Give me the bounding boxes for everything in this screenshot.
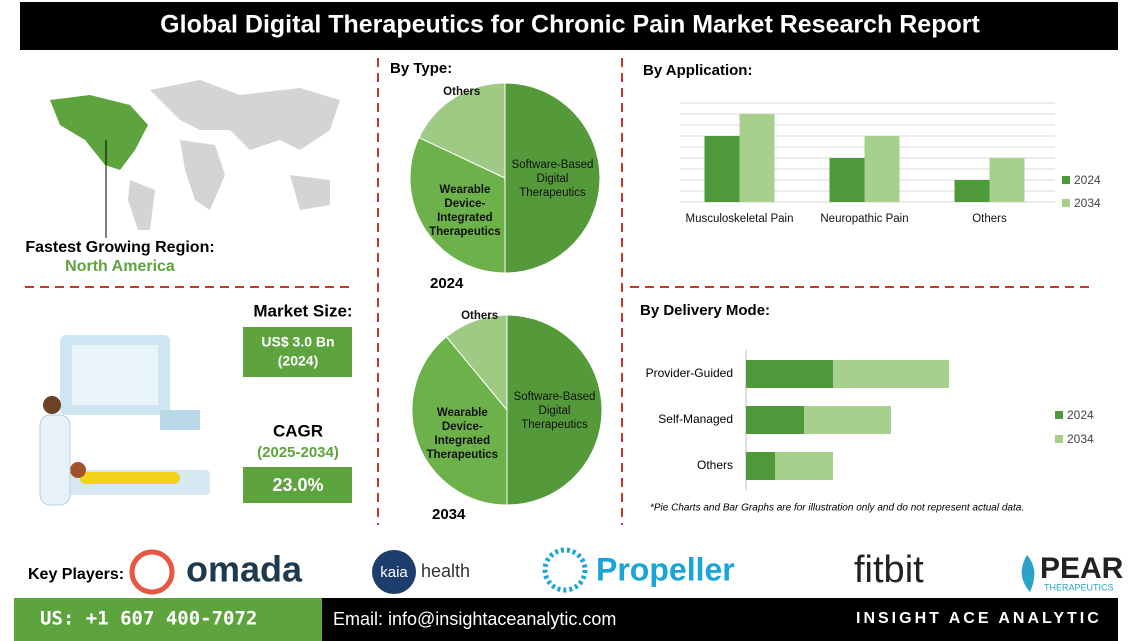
logo: Propeller <box>596 551 735 587</box>
logo-icon <box>129 549 175 595</box>
cagr-box <box>243 467 352 503</box>
illustration <box>39 335 210 506</box>
brand: INSIGHT ACE ANALYTIC <box>856 610 1102 627</box>
logo-icon <box>1021 555 1035 592</box>
heading: By Delivery Mode: <box>640 302 770 319</box>
legend-swatch <box>1062 176 1070 184</box>
bar <box>746 360 833 388</box>
legend-label: 2024 <box>1074 173 1101 187</box>
y-tick-label: Others <box>697 458 733 472</box>
legend-label: 2024 <box>1067 408 1094 422</box>
bar <box>704 136 740 202</box>
pie-label: Wearable Device-Integrated Therapeutics <box>426 407 499 462</box>
logo: THERAPEUTICS <box>1044 582 1114 592</box>
pie-slice <box>418 82 506 179</box>
market-size-year: (2024) <box>278 353 318 369</box>
key-players-label: Key Players: <box>28 566 124 583</box>
pie-label: Software-Based Digital Therapeutics <box>511 159 594 199</box>
pie-slice <box>409 136 506 274</box>
logo: kaia <box>380 564 408 581</box>
legend-swatch <box>1062 199 1070 207</box>
region-value: North America <box>65 258 175 275</box>
y-tick-label: Provider-Guided <box>646 366 733 380</box>
pie-label: Software-Based Digital Therapeutics <box>513 391 596 431</box>
market-size-label: Market Size: <box>253 301 352 320</box>
bar <box>746 406 804 434</box>
cagr-period: (2025-2034) <box>257 444 339 461</box>
separators <box>25 58 1095 525</box>
logo: PEAR <box>1040 552 1124 585</box>
cagr-value: 23.0% <box>272 475 323 495</box>
logo: omada <box>186 549 303 590</box>
pie-slice <box>506 314 603 506</box>
logo-icon <box>372 550 416 594</box>
bar <box>804 406 891 434</box>
legend-label: 2034 <box>1074 196 1101 210</box>
pie-label: Wearable Device-Integrated Therapeutics <box>429 184 501 239</box>
legend-swatch <box>1055 411 1063 419</box>
x-tick-label: Musculoskeletal Pain <box>685 213 794 225</box>
bar <box>739 114 775 202</box>
footer-phone-bar <box>14 598 322 641</box>
legend-swatch <box>1055 435 1063 443</box>
x-tick-label: Neuropathic Pain <box>820 213 909 225</box>
pie-slice <box>445 314 508 412</box>
pie-slice <box>411 336 508 506</box>
region-label: Fastest Growing Region: <box>25 239 214 256</box>
bar <box>746 452 775 480</box>
pie-slice <box>504 82 601 274</box>
pie-year: 2034 <box>432 506 466 523</box>
title-bar <box>20 2 1118 50</box>
y-tick-label: Self-Managed <box>658 412 733 426</box>
note: *Pie Charts and Bar Graphs are for illus… <box>650 503 1024 514</box>
heading: By Type: <box>390 60 452 77</box>
title: Global Digital Therapeutics for Chronic … <box>160 11 980 39</box>
logo: fitbit <box>854 549 924 591</box>
bar <box>775 452 833 480</box>
world-map <box>50 80 340 238</box>
bar <box>954 180 990 202</box>
pie-label: Others <box>443 85 481 98</box>
market-size-value: US$ 3.0 Bn <box>261 334 334 350</box>
logo: health <box>421 561 470 581</box>
logo-icon <box>542 547 588 593</box>
bar <box>833 360 949 388</box>
x-tick-label: Others <box>972 213 1007 225</box>
legend-label: 2034 <box>1067 432 1094 446</box>
phone: US: +1 607 400-7072 <box>40 608 257 630</box>
heading: By Application: <box>643 62 752 79</box>
pie-year: 2024 <box>430 275 464 292</box>
market-size-box <box>243 327 352 377</box>
bar <box>829 158 865 202</box>
footer-bar <box>322 598 1118 641</box>
bar <box>989 158 1025 202</box>
bar <box>864 136 900 202</box>
pie-label: Others <box>461 310 499 323</box>
cagr-label: CAGR <box>273 421 323 440</box>
email: Email: info@insightaceanalytic.com <box>333 609 616 629</box>
